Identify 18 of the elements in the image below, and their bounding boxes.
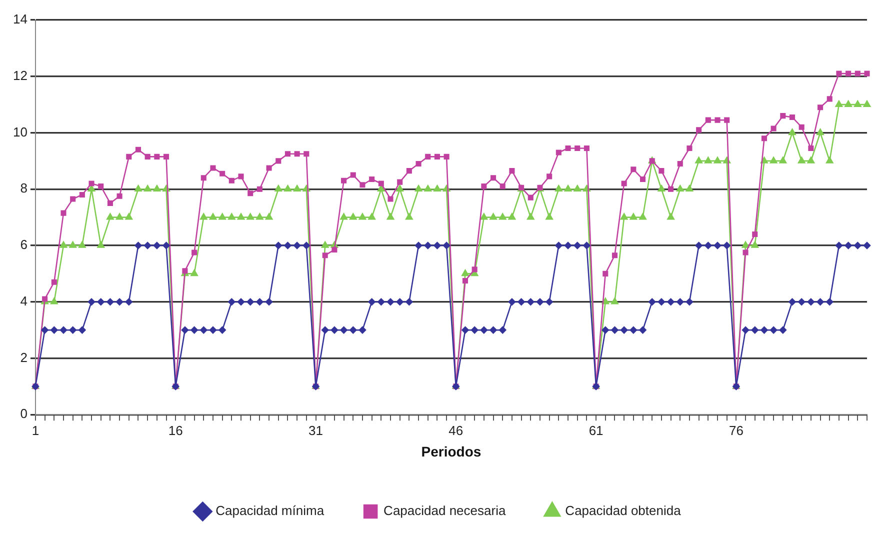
y-tick-label: 0 <box>20 406 28 422</box>
x-tick-label: 61 <box>588 422 604 438</box>
y-tick-label: 12 <box>12 68 28 83</box>
x-tick-label: 76 <box>728 422 744 438</box>
legend-label: Capacidad necesaria <box>384 503 506 518</box>
x-tick-label: 31 <box>308 422 323 438</box>
y-tick-label: 6 <box>20 237 28 252</box>
y-tick-label: 14 <box>12 12 28 27</box>
legend-label: Capacidad mínima <box>216 503 325 518</box>
y-tick-label: 4 <box>20 293 28 308</box>
x-tick-label: 16 <box>168 422 183 438</box>
x-tick-label: 1 <box>32 422 40 438</box>
x-tick-label: 46 <box>448 422 464 438</box>
y-tick-label: 8 <box>20 180 28 196</box>
legend-label: Capacidad obtenida <box>565 503 682 518</box>
y-tick-label: 10 <box>12 124 28 140</box>
y-tick-label: 2 <box>20 350 28 365</box>
x-axis-title: Periodos <box>421 443 482 460</box>
